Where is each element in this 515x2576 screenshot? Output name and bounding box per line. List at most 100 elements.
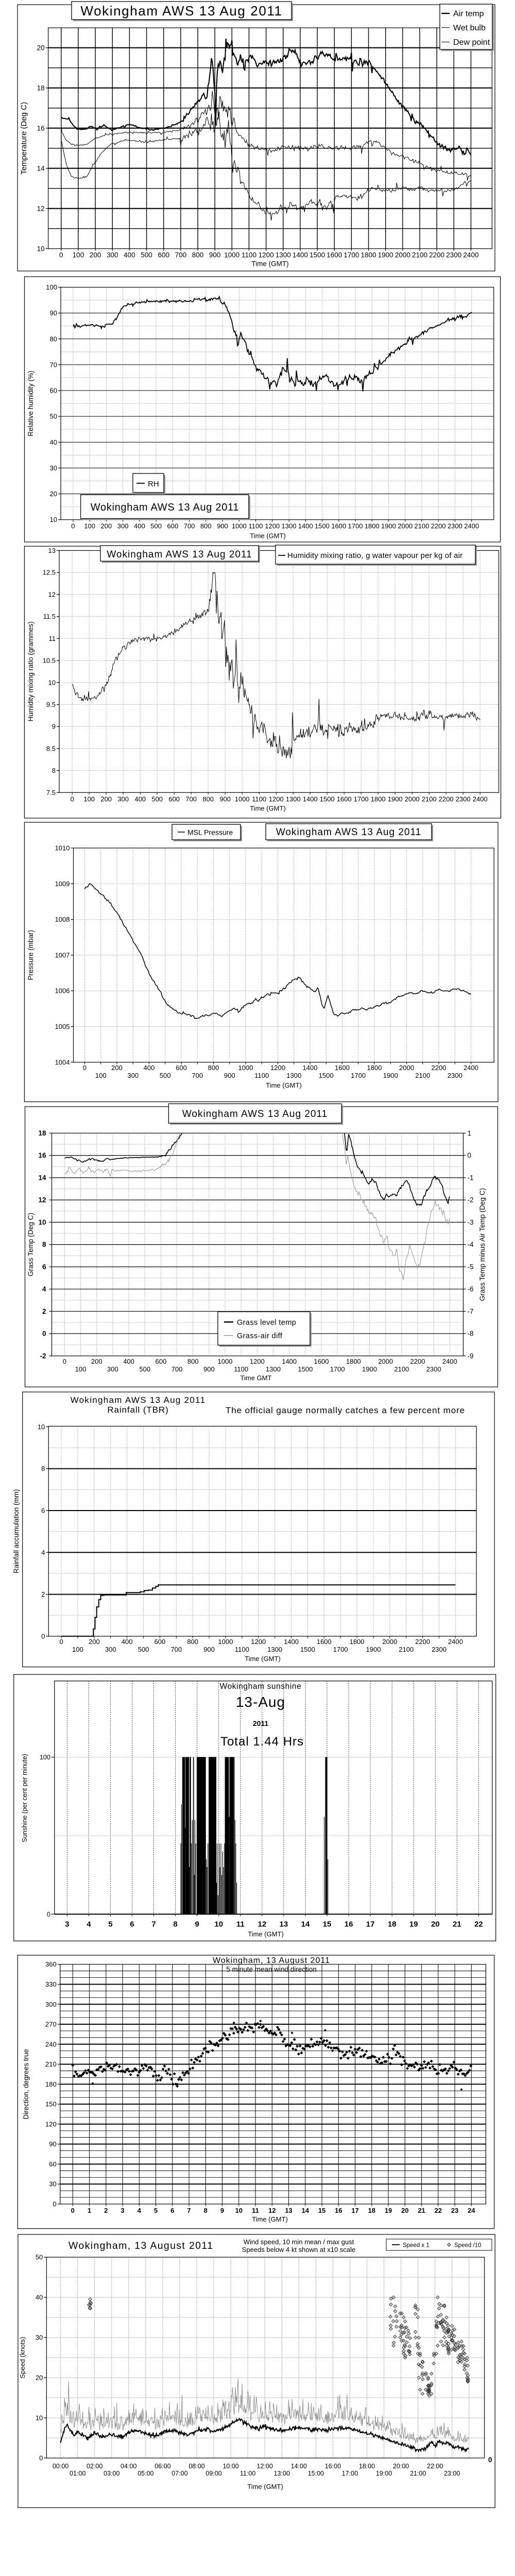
svg-text:8: 8 <box>41 1465 45 1472</box>
svg-text:100: 100 <box>73 251 84 259</box>
svg-text:1500: 1500 <box>319 1072 334 1079</box>
svg-text:150: 150 <box>45 2100 57 2108</box>
svg-text:1900: 1900 <box>383 1072 398 1079</box>
svg-text:1000: 1000 <box>224 251 239 259</box>
svg-text:14:00: 14:00 <box>291 2463 307 2470</box>
svg-text:The official gauge normally ca: The official gauge normally catches a fe… <box>226 1405 465 1415</box>
svg-text:2000: 2000 <box>398 522 413 530</box>
svg-text:-9: -9 <box>468 1352 474 1360</box>
svg-text:Wokingham, 13 August 2011: Wokingham, 13 August 2011 <box>213 1956 330 1965</box>
svg-text:2200: 2200 <box>410 1358 425 1365</box>
svg-text:Time (GMT): Time (GMT) <box>250 532 286 540</box>
svg-text:2000: 2000 <box>382 1638 397 1646</box>
svg-text:700: 700 <box>171 1365 183 1373</box>
svg-text:10: 10 <box>36 2414 43 2422</box>
svg-text:-2: -2 <box>40 1352 46 1360</box>
svg-text:500: 500 <box>160 1072 171 1079</box>
svg-text:100: 100 <box>95 1072 107 1079</box>
svg-text:1800: 1800 <box>346 1358 361 1365</box>
svg-text:300: 300 <box>107 251 118 259</box>
svg-text:40: 40 <box>50 438 57 446</box>
svg-text:Rainfall (TBR): Rainfall (TBR) <box>107 1405 168 1415</box>
svg-text:20: 20 <box>36 2374 43 2382</box>
svg-text:16:00: 16:00 <box>325 2463 341 2470</box>
svg-text:1000: 1000 <box>238 1064 253 1072</box>
svg-text:4: 4 <box>41 1549 45 1556</box>
svg-text:19: 19 <box>409 1920 418 1928</box>
svg-text:2300: 2300 <box>446 251 461 259</box>
svg-text:-5: -5 <box>468 1263 474 1270</box>
svg-text:2400: 2400 <box>448 1638 463 1646</box>
svg-text:40: 40 <box>36 2294 43 2301</box>
svg-text:0: 0 <box>71 522 75 530</box>
svg-text:21: 21 <box>453 1920 461 1928</box>
svg-text:200: 200 <box>91 1358 102 1365</box>
svg-text:2: 2 <box>104 2207 108 2214</box>
svg-text:1900: 1900 <box>378 251 393 259</box>
svg-text:2300: 2300 <box>448 1072 462 1079</box>
svg-text:13: 13 <box>48 547 56 554</box>
svg-text:12.5: 12.5 <box>43 569 56 577</box>
svg-text:80: 80 <box>50 335 57 343</box>
svg-text:2100: 2100 <box>399 1646 414 1653</box>
svg-text:15: 15 <box>318 2207 325 2214</box>
svg-text:10:00: 10:00 <box>222 2463 238 2470</box>
svg-text:10: 10 <box>38 1218 46 1226</box>
svg-text:100: 100 <box>84 522 95 530</box>
svg-text:2000: 2000 <box>399 1064 414 1072</box>
svg-text:2000: 2000 <box>395 251 410 259</box>
svg-text:Rainfall accumulation (mm): Rainfall accumulation (mm) <box>12 1489 20 1573</box>
svg-text:300: 300 <box>117 522 129 530</box>
svg-text:21:00: 21:00 <box>410 2470 426 2477</box>
svg-text:30: 30 <box>36 2334 43 2342</box>
svg-text:1100: 1100 <box>235 1646 249 1653</box>
svg-text:1008: 1008 <box>55 916 70 923</box>
svg-text:1200: 1200 <box>265 522 280 530</box>
svg-text:100: 100 <box>72 1646 83 1653</box>
svg-text:12: 12 <box>37 205 45 213</box>
svg-text:50: 50 <box>50 413 57 420</box>
svg-text:1300: 1300 <box>266 1365 281 1373</box>
svg-text:Time (GMT): Time (GMT) <box>252 2215 288 2223</box>
svg-text:18: 18 <box>388 1920 397 1928</box>
svg-text:300: 300 <box>45 2001 57 2008</box>
svg-text:3: 3 <box>121 2207 124 2214</box>
svg-text:RH: RH <box>148 480 159 488</box>
svg-text:90: 90 <box>49 2140 56 2148</box>
svg-text:100: 100 <box>46 283 57 291</box>
svg-text:300: 300 <box>117 795 129 803</box>
svg-text:-1: -1 <box>468 1174 474 1181</box>
svg-text:800: 800 <box>187 1358 199 1365</box>
svg-text:500: 500 <box>151 795 163 803</box>
svg-text:1600: 1600 <box>337 795 352 803</box>
svg-text:9: 9 <box>195 1920 199 1928</box>
svg-text:2200: 2200 <box>429 251 444 259</box>
svg-text:Grass-air diff: Grass-air diff <box>237 1332 283 1341</box>
svg-text:19:00: 19:00 <box>376 2470 392 2477</box>
svg-text:10: 10 <box>235 2207 243 2214</box>
svg-text:1500: 1500 <box>298 1365 313 1373</box>
svg-text:900: 900 <box>203 1365 215 1373</box>
svg-text:Time (GMT): Time (GMT) <box>266 1081 302 1089</box>
svg-text:Time (GMT): Time (GMT) <box>248 1930 284 1938</box>
svg-text:900: 900 <box>217 522 228 530</box>
svg-text:2300: 2300 <box>426 1365 441 1373</box>
svg-text:200: 200 <box>89 1638 100 1646</box>
svg-text:1100: 1100 <box>242 251 256 259</box>
svg-text:8.5: 8.5 <box>46 744 56 752</box>
svg-text:Sunshine (per cent per minute): Sunshine (per cent per minute) <box>21 1754 28 1842</box>
svg-text:1500: 1500 <box>315 522 330 530</box>
svg-text:2: 2 <box>42 1308 46 1315</box>
svg-text:1300: 1300 <box>276 251 291 259</box>
svg-text:1000: 1000 <box>218 1638 233 1646</box>
svg-text:02:00: 02:00 <box>87 2463 102 2470</box>
svg-text:400: 400 <box>124 251 135 259</box>
svg-text:2300: 2300 <box>432 1646 447 1653</box>
svg-text:16: 16 <box>38 1151 46 1159</box>
svg-text:20:00: 20:00 <box>393 2463 409 2470</box>
svg-text:10: 10 <box>214 1920 223 1928</box>
svg-text:400: 400 <box>123 1358 134 1365</box>
svg-text:1500: 1500 <box>300 1646 315 1653</box>
svg-text:13:00: 13:00 <box>274 2470 290 2477</box>
svg-text:0: 0 <box>59 1638 63 1646</box>
